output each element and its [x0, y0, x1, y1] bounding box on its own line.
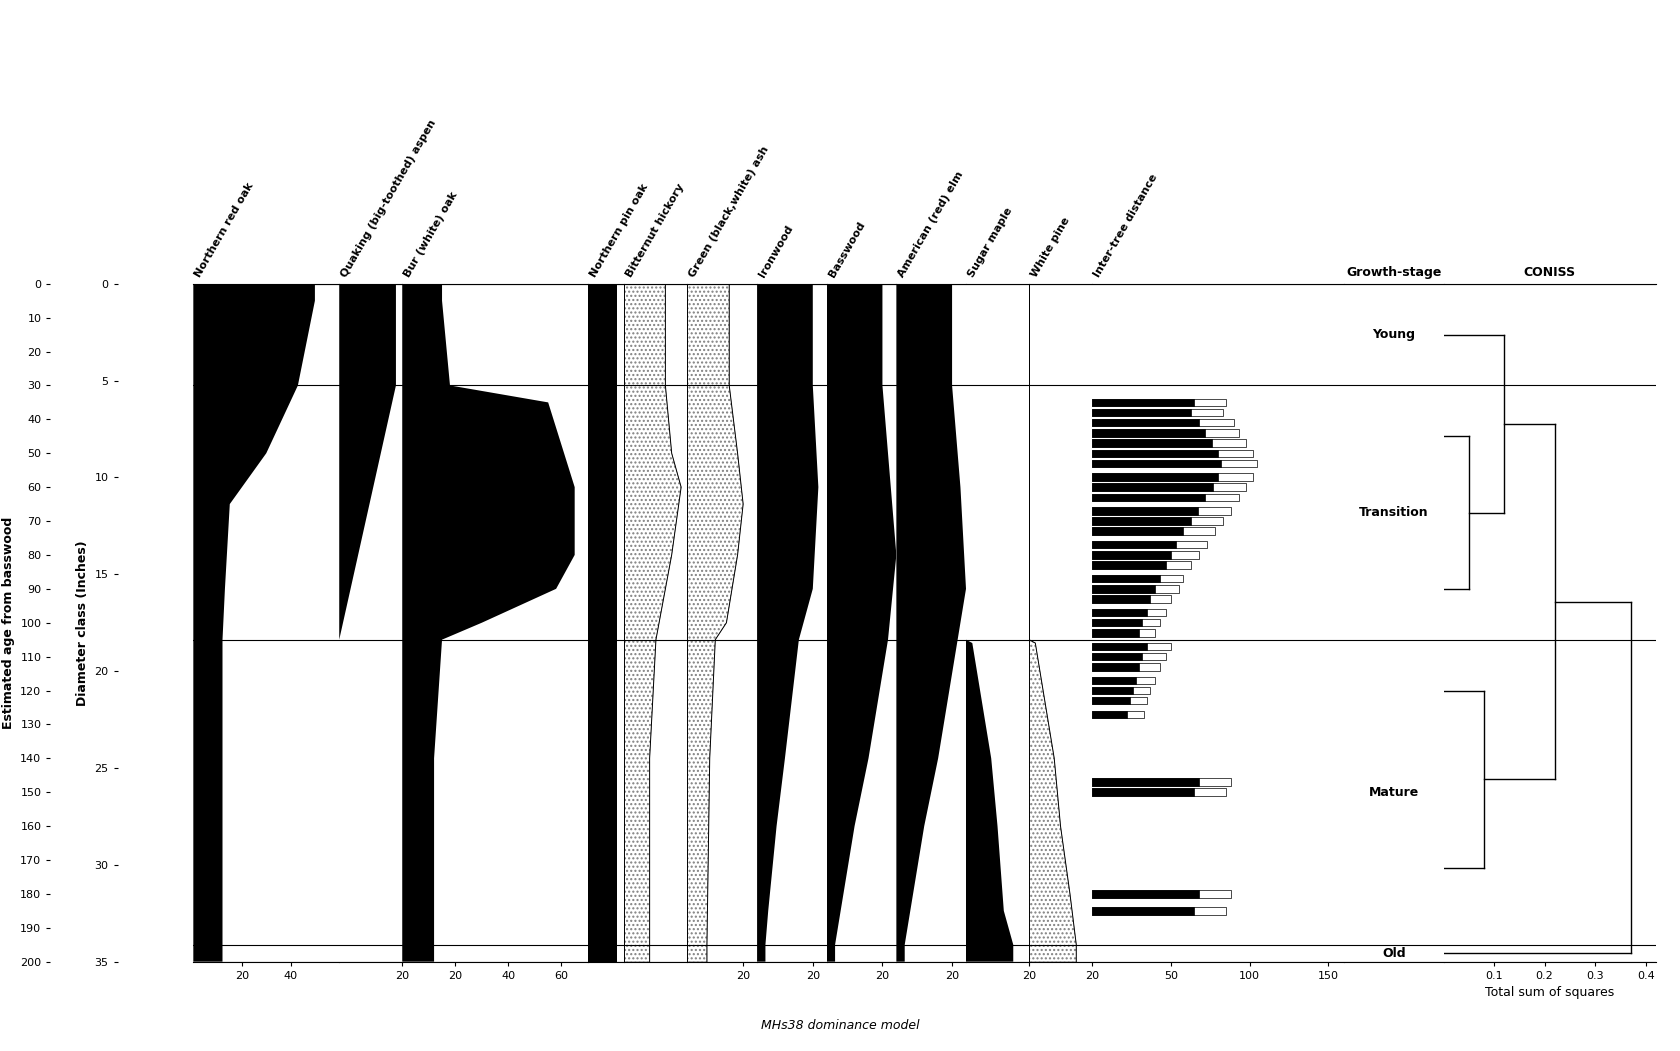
Bar	[1092, 585, 1154, 593]
Bar	[1092, 439, 1245, 447]
Bar	[1092, 551, 1198, 559]
Bar	[1092, 595, 1149, 602]
Bar	[1092, 643, 1146, 651]
Text: White pine: White pine	[1028, 215, 1070, 279]
Bar	[1092, 517, 1191, 524]
Bar	[1092, 528, 1215, 535]
Text: Mature: Mature	[1368, 786, 1418, 799]
Bar	[1092, 653, 1142, 660]
Bar	[1092, 494, 1238, 501]
Text: Green (black,white) ash: Green (black,white) ash	[687, 144, 771, 279]
Bar	[1092, 907, 1194, 914]
Bar	[1092, 609, 1166, 616]
Bar	[1092, 697, 1129, 704]
Bar	[1092, 450, 1252, 457]
Text: Old: Old	[1381, 947, 1404, 960]
Bar	[1092, 619, 1142, 626]
Text: American (red) elm: American (red) elm	[895, 169, 964, 279]
Text: Sugar maple: Sugar maple	[966, 205, 1013, 279]
Bar	[1092, 595, 1169, 602]
Bar	[1092, 710, 1126, 718]
Y-axis label: Diameter class (Inches): Diameter class (Inches)	[76, 540, 89, 705]
Bar	[1092, 779, 1230, 786]
Bar	[1092, 788, 1194, 796]
Bar	[1092, 619, 1159, 626]
Bar	[1092, 609, 1146, 616]
Bar	[1092, 473, 1252, 480]
Bar	[1092, 663, 1139, 671]
Bar	[1092, 551, 1169, 559]
Bar	[1092, 508, 1196, 515]
Bar	[1092, 541, 1206, 549]
Bar	[1092, 663, 1159, 671]
Bar	[1092, 686, 1149, 695]
Bar	[1092, 686, 1132, 695]
Bar	[1092, 398, 1225, 406]
Y-axis label: Estimated age from basswood: Estimated age from basswood	[2, 517, 15, 728]
Bar	[1092, 398, 1194, 406]
Text: MHs38 dominance model: MHs38 dominance model	[761, 1019, 919, 1032]
Bar	[1092, 788, 1225, 796]
Bar	[1092, 450, 1218, 457]
Text: Inter-tree distance: Inter-tree distance	[1092, 172, 1159, 279]
Bar	[1092, 429, 1205, 436]
Bar	[1092, 561, 1191, 569]
Text: Northern red oak: Northern red oak	[193, 181, 255, 279]
Text: Transition: Transition	[1357, 507, 1428, 519]
Bar	[1092, 890, 1230, 898]
Text: Bur (white) oak: Bur (white) oak	[402, 189, 459, 279]
Bar	[1092, 494, 1205, 501]
Bar	[1092, 541, 1174, 549]
Bar	[1092, 907, 1225, 914]
Bar	[1092, 779, 1198, 786]
Bar	[1092, 459, 1220, 467]
Bar	[1092, 409, 1221, 416]
Bar	[1092, 473, 1218, 480]
Bar	[1092, 710, 1144, 718]
Bar	[1092, 890, 1198, 898]
Text: Northern pin oak: Northern pin oak	[588, 182, 648, 279]
Bar	[1092, 419, 1198, 427]
Bar	[1092, 528, 1183, 535]
Bar	[1092, 677, 1136, 684]
Text: Growth-stage: Growth-stage	[1346, 266, 1441, 279]
Text: CONISS: CONISS	[1522, 266, 1574, 279]
Bar	[1092, 561, 1166, 569]
Bar	[1092, 630, 1154, 637]
Bar	[1092, 575, 1159, 582]
Bar	[1092, 653, 1166, 660]
Text: Basswood: Basswood	[827, 220, 867, 279]
X-axis label: Total sum of squares: Total sum of squares	[1483, 986, 1613, 1000]
Bar	[1092, 483, 1213, 491]
Bar	[1092, 419, 1233, 427]
Bar	[1092, 459, 1257, 467]
Bar	[1092, 483, 1245, 491]
Bar	[1092, 439, 1211, 447]
Bar	[1092, 630, 1139, 637]
Bar	[1092, 575, 1183, 582]
Bar	[1092, 508, 1230, 515]
Bar	[1092, 677, 1154, 684]
Text: Quaking (big-toothed) aspen: Quaking (big-toothed) aspen	[339, 118, 438, 279]
Bar	[1092, 517, 1221, 524]
Bar	[1092, 697, 1146, 704]
Text: Young: Young	[1371, 328, 1415, 342]
Text: Bitternut hickory: Bitternut hickory	[623, 182, 685, 279]
Bar	[1092, 643, 1169, 651]
Bar	[1092, 409, 1191, 416]
Bar	[1092, 429, 1238, 436]
Bar	[1092, 585, 1178, 593]
Text: Ironwood: Ironwood	[756, 223, 795, 279]
